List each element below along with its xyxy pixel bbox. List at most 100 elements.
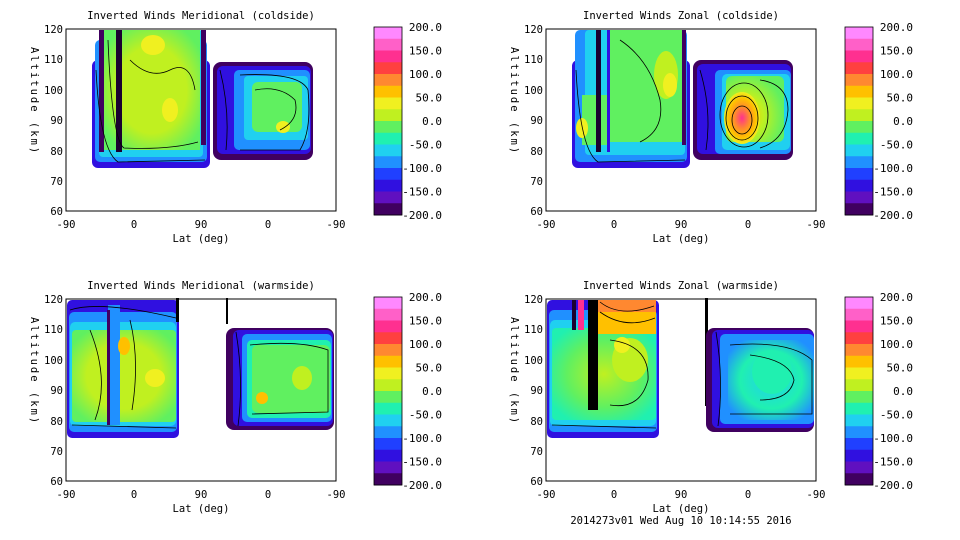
colorbar-swatch [845,50,873,63]
colorbar-swatch [845,203,873,216]
colorbar-swatch [845,461,873,474]
contour-blob-warm [292,366,312,390]
region-dark-strip [682,30,686,145]
y-axis: 60 70 80 90 100 110 120 Altitude (km) [28,24,63,218]
colorbar-swatch [845,344,873,357]
x-tick-label: -90 [327,489,346,501]
y-tick-label: 90 [50,115,63,127]
colorbar-swatch [374,391,402,404]
colorbar-swatch [374,473,402,486]
colorbar-swatch [374,203,402,216]
colorbar-swatch [845,121,873,134]
colorbar-swatch [374,74,402,87]
colorbar: 200.0 150.0 100.0 50.0 0.0 -50.0 -100.0 -150.0 -… [844,21,914,222]
y-tick-label: 110 [524,324,543,336]
contour-blob-warm [276,121,290,133]
contour-field [547,298,814,438]
colorbar-swatch [845,38,873,51]
colorbar-swatch [845,473,873,486]
colorbar-frame [373,26,403,216]
panel-meridional-coldside: Inverted Winds Meridional (coldside) [28,10,442,245]
colorbar-tick-label: 200.0 [409,291,442,304]
colorbar-tick-label: -50.0 [409,139,442,152]
colorbar-tick-label: 50.0 [887,92,914,105]
x-tick-label: 0 [131,219,137,231]
colorbar: 200.0 150.0 100.0 50.0 0.0 -50.0 -100.0 -150.0 -… [844,291,913,492]
colorbar-swatch [374,438,402,451]
y-tick-label: 60 [50,206,63,218]
region-dark-strip [596,30,601,152]
panel-zonal-warmside: Inverted Winds Zonal (warmside) [508,280,913,515]
x-tick-label: 0 [265,219,271,231]
y-tick-label: 110 [524,54,543,66]
colorbar-swatch [374,97,402,110]
x-axis: -90 0 90 0 -90 Lat (deg) [537,489,826,515]
region-dark-strip [107,310,110,425]
colorbar-swatch [374,109,402,122]
y-tick-label: 100 [44,355,63,367]
x-axis-label: Lat (deg) [173,233,230,245]
colorbar-swatch [845,402,873,415]
contour-blob-warm [614,337,630,353]
colorbar-swatch [845,144,873,157]
x-tick-label: -90 [807,489,826,501]
contour-blob-warm [141,35,165,55]
colorbar-tick-label: -200.0 [873,479,913,492]
y-tick-label: 70 [50,176,63,188]
colorbar-swatch [374,355,402,368]
x-tick-label: -90 [57,489,76,501]
colorbar-swatch [374,191,402,204]
region-dark-strip [578,300,584,330]
y-tick-label: 120 [44,294,63,306]
region-dark-strip [588,300,598,410]
contour-blob-warm [663,73,677,97]
y-axis-label: Altitude (km) [28,47,40,155]
y-tick-label: 70 [50,446,63,458]
region-dark-strip [226,298,228,324]
colorbar-tick-label: -200.0 [402,479,442,492]
region-core [252,82,302,132]
y-tick-label: 90 [50,385,63,397]
plot-frame [545,28,817,212]
colorbar-swatch [374,85,402,98]
region-dark-strip [607,30,610,152]
x-axis-label: Lat (deg) [653,503,710,515]
region-cold-band [108,305,120,425]
contour-blob-warm [145,369,165,387]
y-tick-label: 60 [530,206,543,218]
contour-field [92,30,313,168]
colorbar-swatch [845,391,873,404]
contour-field [572,30,793,168]
colorbar-tick-label: -150.0 [402,186,442,199]
x-tick-label: -90 [57,219,76,231]
colorbar-tick-label: 200.0 [880,291,913,304]
x-tick-label: 90 [675,219,688,231]
colorbar-tick-label: 150.0 [409,45,442,58]
contour-blob-warm [162,98,178,122]
colorbar-tick-label: -200.0 [402,209,442,222]
colorbar-swatch [845,449,873,462]
colorbar-swatch [845,297,873,310]
colorbar-tick-label: 0.0 [422,115,442,128]
colorbar-swatch [845,27,873,40]
colorbar-tick-label: -50.0 [880,409,913,422]
x-axis: -90 0 90 0 -90 Lat (deg) [57,219,346,245]
colorbar-swatch [845,426,873,439]
colorbar-tick-label: 100.0 [409,338,442,351]
y-axis: 60 70 80 90 100 110 120 Altitude (km) [508,294,543,488]
colorbar-tick-label: 150.0 [880,315,913,328]
colorbar-swatch [845,132,873,145]
y-tick-label: 100 [524,85,543,97]
x-tick-label: 0 [611,219,617,231]
colorbar-swatch [374,461,402,474]
colorbar-tick-label: 100.0 [409,68,442,81]
colorbar-swatch [374,62,402,75]
colorbar-tick-label: 200.0 [880,21,913,34]
x-axis-label: Lat (deg) [173,503,230,515]
y-tick-label: 110 [44,324,63,336]
colorbar-swatch [374,308,402,321]
colorbar-tick-label: -150.0 [402,456,442,469]
contour-field [67,298,334,438]
contour-blob-warm [256,392,268,404]
y-tick-label: 120 [524,24,543,36]
